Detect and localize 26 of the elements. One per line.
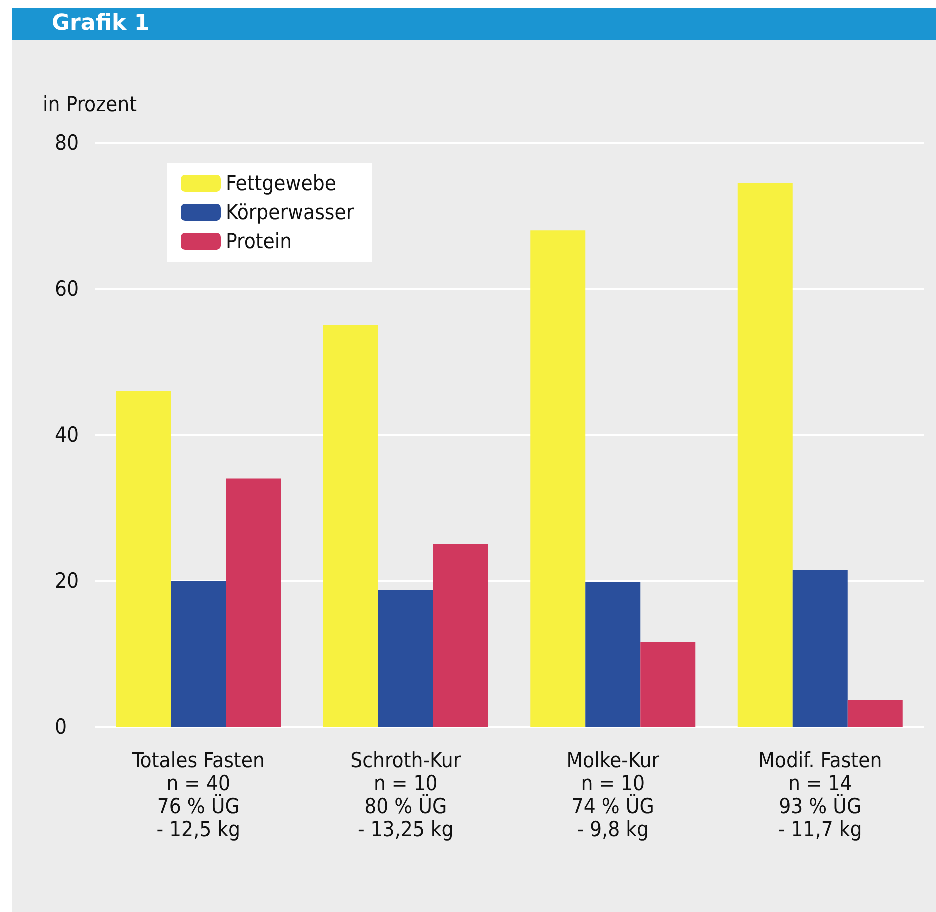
bar [226, 478, 282, 727]
x-tick-label: Schroth-Kur n = 10 80 % ÜG - 13,25 kg [350, 748, 462, 842]
y-tick-label: 40 [55, 423, 80, 447]
chart-title: Grafik 1 [12, 8, 936, 40]
bar [433, 544, 488, 727]
y-tick-label: 0 [55, 715, 68, 739]
bar [378, 590, 434, 727]
bar [323, 326, 378, 727]
bar [171, 581, 226, 727]
y-tick-label: 80 [55, 131, 80, 155]
y-axis-title: in Prozent [43, 92, 138, 116]
x-tick-label: Totales Fasten n = 40 76 % ÜG - 12,5 kg [131, 748, 265, 842]
bar [530, 230, 586, 727]
x-tick-label: Modif. Fasten n = 14 93 % ÜG - 11,7 kg [758, 748, 882, 842]
bar [792, 570, 848, 727]
y-tick-label: 20 [55, 569, 80, 593]
bar [640, 642, 696, 727]
x-tick-label: Molke-Kur n = 10 74 % ÜG - 9,8 kg [566, 748, 660, 842]
legend-label: Protein [226, 230, 292, 254]
legend-label: Körperwasser [226, 200, 354, 224]
bar [116, 391, 172, 727]
bar [738, 183, 793, 727]
bar [848, 700, 903, 727]
legend-label: Fettgewebe [226, 172, 336, 196]
y-tick-label: 60 [55, 277, 80, 301]
bar [586, 582, 641, 727]
